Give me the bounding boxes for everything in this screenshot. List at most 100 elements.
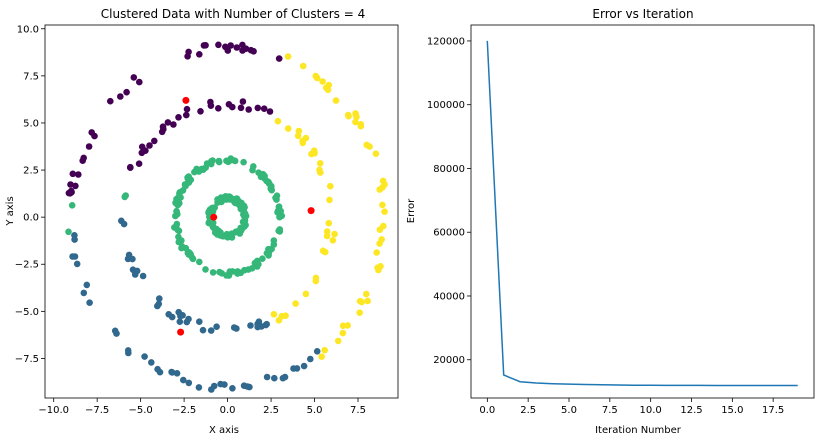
data-point: [142, 147, 149, 154]
data-point: [170, 121, 177, 128]
data-point: [292, 300, 299, 307]
data-point: [185, 379, 193, 387]
data-point: [240, 209, 248, 217]
data-point: [175, 308, 182, 316]
data-point: [325, 219, 333, 227]
data-point: [352, 110, 359, 117]
data-point: [172, 199, 179, 207]
data-point: [210, 224, 218, 232]
data-point: [245, 106, 252, 113]
data-point: [214, 198, 222, 206]
data-point: [68, 202, 76, 209]
centroid-point: [307, 207, 315, 215]
data-point: [313, 348, 321, 355]
data-point: [185, 315, 192, 323]
scatter-points: [65, 41, 388, 393]
data-point: [290, 365, 297, 372]
data-point: [270, 237, 278, 244]
data-point: [284, 125, 292, 132]
x-tick-label: 10.0: [640, 405, 662, 416]
data-point: [356, 309, 364, 317]
data-point: [231, 157, 239, 165]
data-point: [172, 212, 179, 220]
data-point: [173, 220, 181, 228]
data-point: [223, 272, 230, 279]
data-point: [266, 108, 274, 115]
data-point: [207, 98, 214, 106]
data-point: [364, 297, 372, 305]
data-point: [125, 349, 132, 357]
data-point: [133, 267, 141, 275]
data-point: [321, 346, 329, 354]
data-point: [312, 72, 320, 80]
data-point: [185, 249, 193, 256]
data-point: [71, 232, 78, 239]
data-point: [156, 295, 163, 302]
y-tick-label: 2.5: [23, 166, 39, 177]
data-point: [195, 384, 203, 391]
y-tick-label: 20000: [433, 355, 465, 366]
data-point: [276, 226, 284, 233]
data-point: [83, 281, 91, 289]
data-point: [202, 266, 209, 273]
data-point: [271, 374, 278, 382]
data-point: [274, 209, 281, 216]
data-point: [71, 253, 79, 260]
data-point: [274, 117, 282, 125]
data-point: [205, 219, 213, 227]
data-point: [196, 318, 203, 326]
data-point: [66, 190, 74, 197]
data-point: [73, 260, 81, 268]
data-point: [213, 323, 220, 331]
line-axes-frame: [470, 24, 815, 399]
data-point: [215, 41, 222, 49]
data-point: [200, 42, 208, 49]
data-point: [381, 208, 388, 215]
data-point: [80, 289, 88, 297]
line-x-label: Iteration Number: [595, 425, 682, 436]
y-tick-label: −7.5: [15, 354, 39, 365]
data-point: [319, 247, 327, 255]
x-tick-label: 7.5: [350, 405, 366, 416]
data-point: [317, 169, 324, 176]
data-point: [196, 258, 203, 266]
data-point: [263, 373, 271, 381]
data-point: [323, 232, 331, 240]
data-point: [379, 201, 386, 209]
data-point: [176, 318, 184, 326]
data-point: [318, 353, 326, 361]
data-point: [176, 189, 184, 196]
scatter-y-label: Y axis: [5, 196, 16, 226]
y-tick-label: 40000: [433, 291, 465, 302]
data-point: [135, 160, 143, 167]
x-tick-label: −10.0: [38, 405, 69, 416]
data-point: [339, 329, 347, 337]
x-tick-label: 0.0: [479, 405, 495, 416]
data-point: [239, 98, 247, 105]
data-point: [91, 132, 98, 140]
data-point: [327, 182, 334, 190]
data-point: [65, 228, 72, 236]
data-point: [363, 290, 370, 298]
data-point: [85, 143, 93, 150]
data-point: [209, 157, 216, 164]
data-point: [331, 230, 338, 238]
data-point: [207, 327, 215, 334]
data-point: [127, 163, 134, 171]
data-point: [217, 380, 224, 388]
scatter-y-ticks: −7.5 −5.0 −2.5 0.0 2.5 5.0 7.5 10.0: [15, 24, 45, 365]
data-point: [151, 137, 158, 145]
y-tick-label: −5.0: [15, 307, 39, 318]
data-point: [222, 43, 229, 51]
y-tick-label: −2.5: [15, 260, 39, 271]
data-point: [319, 78, 326, 85]
data-point: [216, 268, 223, 276]
data-point: [187, 176, 195, 184]
x-tick-label: 5.0: [307, 405, 323, 416]
data-point: [180, 376, 187, 384]
data-point: [139, 272, 147, 280]
data-point: [299, 62, 307, 70]
data-point: [302, 290, 310, 298]
data-point: [209, 269, 217, 276]
